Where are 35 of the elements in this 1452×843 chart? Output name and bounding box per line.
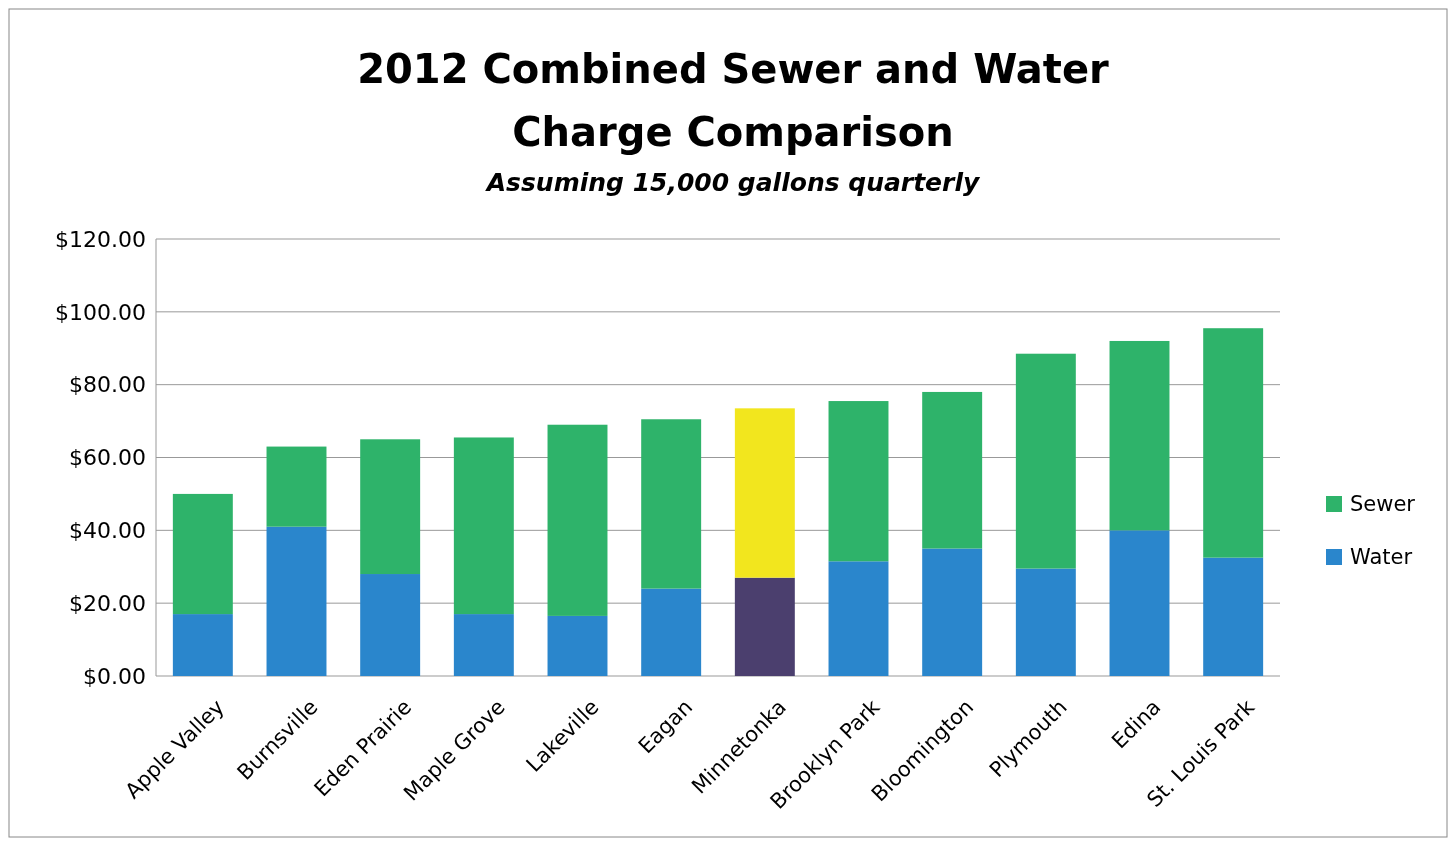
y-tick-label: $100.00 (55, 299, 146, 325)
bar (172, 614, 233, 676)
y-tick-label: $60.00 (69, 445, 146, 471)
y-tick-label: $40.00 (69, 518, 146, 544)
y-tick-label: $80.00 (69, 372, 146, 398)
legend-label: Water (1350, 545, 1413, 570)
bar (922, 548, 983, 676)
bar (1109, 530, 1170, 676)
bar (734, 408, 795, 578)
bar (360, 574, 421, 676)
chart-title: 2012 Combined Sewer and Water Charge Comparison (357, 46, 1110, 155)
bar (1203, 557, 1264, 676)
bar (1015, 568, 1076, 676)
bar (453, 437, 514, 615)
bar (547, 424, 608, 616)
bar (922, 391, 983, 549)
bar (828, 401, 889, 562)
bar (1203, 328, 1264, 558)
bar (641, 588, 702, 676)
bar (547, 615, 608, 676)
bar (266, 526, 327, 676)
y-tick-label: $20.00 (69, 590, 146, 616)
bar (828, 561, 889, 676)
bar (734, 577, 795, 676)
bar (641, 419, 702, 589)
y-tick-label: $120.00 (55, 226, 146, 252)
bar (266, 446, 327, 527)
bar (172, 493, 233, 615)
bar (1109, 340, 1170, 531)
bar (360, 439, 421, 575)
y-tick-label: $0.00 (83, 663, 146, 689)
bar (453, 614, 514, 676)
legend-label: Sewer (1350, 492, 1416, 517)
chart-subtitle: Assuming 15,000 gallons quarterly (484, 168, 981, 197)
bar (1015, 353, 1076, 569)
